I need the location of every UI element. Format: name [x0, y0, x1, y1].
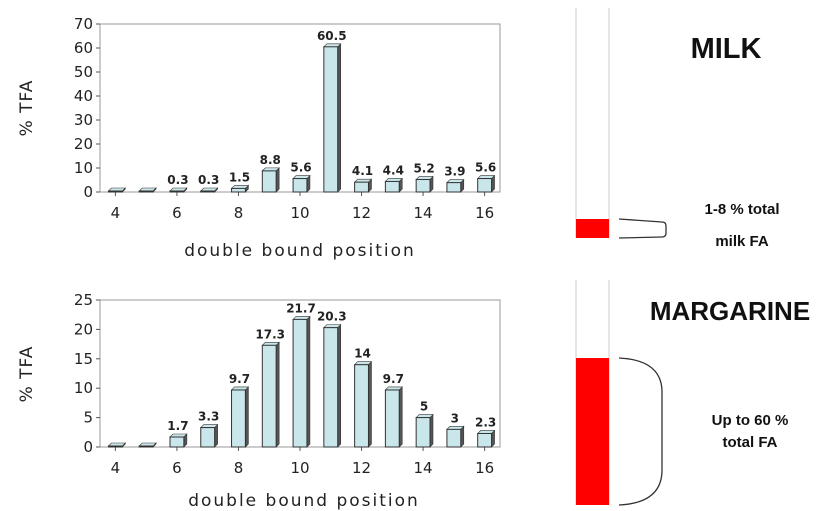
data-label: 5.6	[475, 161, 496, 175]
bar	[138, 445, 154, 448]
bar	[292, 178, 308, 193]
x-tick-label: 12	[352, 459, 371, 477]
data-label: 0.3	[167, 173, 188, 187]
x-axis-label: double bound position	[188, 491, 420, 511]
x-tick-label: 8	[234, 459, 244, 477]
bar	[261, 344, 277, 448]
indicator-fill	[576, 219, 609, 238]
data-label: 1.7	[167, 419, 188, 433]
y-tick-label: 25	[74, 291, 93, 309]
y-tick-label: 50	[74, 63, 93, 81]
data-label: 60.5	[317, 29, 347, 43]
bar	[477, 178, 493, 193]
milk-chart: % TFA double bound position 0 10 20 30 40 50 6…	[17, 15, 501, 261]
x-tick-label: 12	[352, 204, 371, 222]
data-label: 21.7	[286, 301, 316, 315]
milk-indicator: MILK 1-8 % total milk FA	[575, 8, 780, 250]
panel-title: MILK	[691, 33, 762, 65]
panel-note-line1: 1-8 % total	[704, 201, 779, 218]
bar	[354, 181, 369, 193]
x-tick-label: 6	[172, 204, 182, 222]
margarine-indicator: MARGARINE Up to 60 % total FA	[575, 280, 810, 506]
bar	[415, 417, 431, 448]
data-label: 14	[354, 347, 371, 361]
data-label: 2.3	[475, 415, 496, 429]
y-tick-label: 60	[74, 39, 93, 57]
x-tick-label: 10	[290, 459, 309, 477]
bar	[107, 445, 123, 448]
x-tick-label: 16	[475, 459, 494, 477]
x-tick-label: 14	[414, 459, 433, 477]
x-tick-label: 4	[111, 204, 121, 222]
bar	[446, 182, 462, 193]
bracket	[618, 357, 663, 506]
panel-note-line2: milk FA	[715, 233, 769, 250]
y-tick-label: 10	[74, 159, 93, 177]
bracket	[618, 218, 667, 239]
panel-note-line2: total FA	[723, 434, 778, 451]
bar	[231, 389, 246, 448]
bar	[200, 190, 216, 193]
bar	[107, 190, 123, 193]
bar	[261, 170, 277, 193]
panel-title: MARGARINE	[650, 296, 810, 326]
data-label: 5	[420, 400, 428, 414]
y-axis-label: % TFA	[17, 80, 37, 137]
data-label: 1.5	[229, 170, 250, 184]
data-label: 3.3	[198, 410, 219, 424]
x-tick-label: 6	[172, 459, 182, 477]
y-axis-label: % TFA	[17, 346, 37, 403]
y-tick-label: 0	[83, 183, 93, 201]
bar	[292, 318, 308, 448]
data-label: 5.2	[413, 162, 434, 176]
y-tick-label: 5	[83, 409, 93, 427]
bar	[169, 436, 185, 448]
bar	[384, 180, 400, 193]
bar	[323, 46, 339, 193]
data-label: 17.3	[255, 327, 285, 341]
margarine-chart: % TFA double bound position 0 5 10 15 20 25 4 6…	[17, 291, 501, 511]
x-tick-label: 14	[414, 204, 433, 222]
y-tick-label: 70	[74, 15, 93, 33]
data-label: 9.7	[383, 372, 404, 386]
panel-note-line1: Up to 60 %	[712, 412, 789, 429]
bar	[446, 428, 462, 448]
bar	[323, 327, 339, 448]
bar	[231, 187, 246, 193]
y-tick-label: 30	[74, 111, 93, 129]
y-tick-label: 10	[74, 379, 93, 397]
data-label: 4.4	[383, 163, 404, 177]
x-tick-label: 16	[475, 204, 494, 222]
y-tick-label: 15	[74, 350, 93, 368]
data-label: 3.9	[444, 165, 465, 179]
x-tick-label: 4	[111, 459, 121, 477]
data-label: 3	[451, 411, 459, 425]
bar	[415, 179, 431, 193]
data-label: 8.8	[260, 153, 281, 167]
y-tick-label: 20	[74, 135, 93, 153]
data-label: 0.3	[198, 173, 219, 187]
y-tick-label: 40	[74, 87, 93, 105]
data-label: 20.3	[317, 310, 347, 324]
bar	[477, 432, 493, 448]
bar	[384, 389, 400, 448]
bar	[200, 427, 216, 448]
x-tick-label: 8	[234, 204, 244, 222]
x-axis-label: double bound position	[184, 241, 416, 261]
bar	[138, 190, 154, 193]
data-label: 9.7	[229, 372, 250, 386]
y-tick-label: 20	[74, 320, 93, 338]
data-label: 4.1	[352, 164, 373, 178]
x-tick-label: 10	[290, 204, 309, 222]
bar	[354, 364, 369, 448]
bar	[169, 190, 185, 193]
data-label: 5.6	[290, 161, 311, 175]
indicator-fill	[576, 358, 609, 505]
y-tick-label: 0	[83, 438, 93, 456]
